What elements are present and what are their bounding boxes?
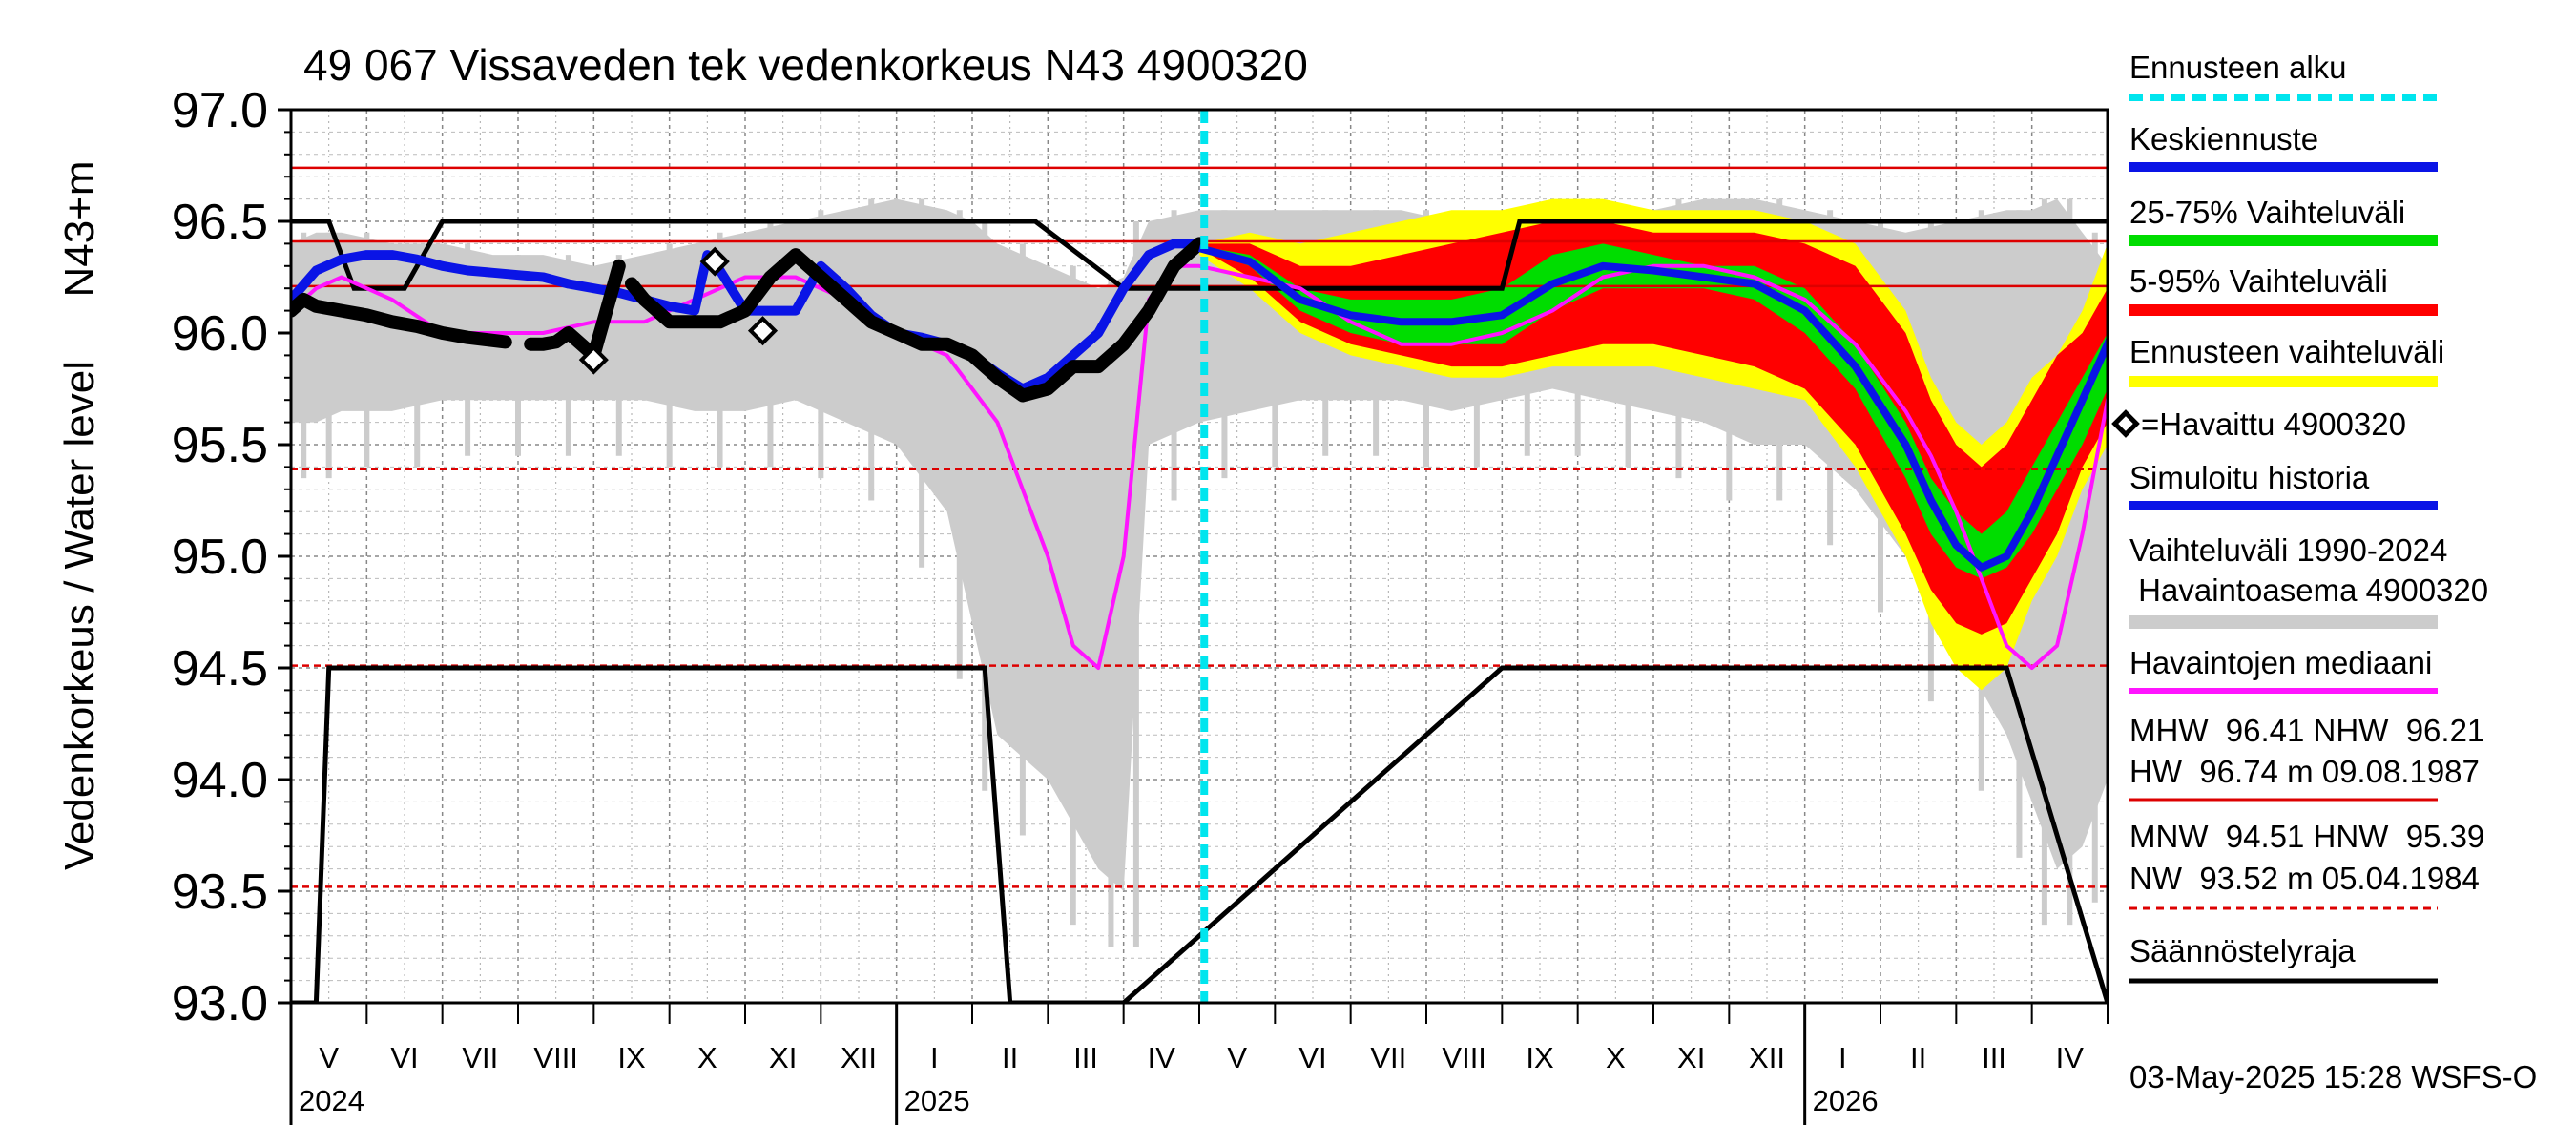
year-label: 2026 xyxy=(1813,1084,1879,1117)
month-label: XII xyxy=(841,1041,877,1074)
regulation-limit-upper xyxy=(291,219,2108,291)
month-label: I xyxy=(930,1041,939,1074)
legend-swatch-observed-marker xyxy=(2111,409,2140,438)
month-label: II xyxy=(1002,1041,1018,1074)
footer-timestamp: 03-May-2025 15:28 WSFS-O xyxy=(2129,1059,2537,1094)
legend-stats-low: MNW 94.51 HNW 95.39 NW 93.52 m 05.04.198… xyxy=(2129,819,2484,910)
y-tick-label: 95.0 xyxy=(172,530,268,585)
y-axis-unit: N43+m xyxy=(56,160,103,297)
legend-label-regulation: Säännöstelyraja xyxy=(2129,933,2356,968)
observed-marker xyxy=(747,316,779,346)
year-label: 2025 xyxy=(904,1084,970,1117)
month-label: IV xyxy=(2056,1041,2085,1074)
month-label: III xyxy=(1982,1041,2006,1074)
month-label: XI xyxy=(1677,1041,1705,1074)
simulated-history-line xyxy=(291,239,1199,394)
month-label: VII xyxy=(462,1041,498,1074)
history-range-band xyxy=(291,198,2108,891)
month-label: VI xyxy=(390,1041,418,1074)
legend-stats-high: MHW 96.41 NHW 96.21 HW 96.74 m 09.08.198… xyxy=(2129,713,2484,802)
y-tick-label: 93.5 xyxy=(172,864,268,920)
month-label: VI xyxy=(1298,1041,1326,1074)
median-line xyxy=(291,263,2108,670)
legend-entry-p5-95: 5-95% Vaihteluväli xyxy=(2129,263,2438,316)
plot-area xyxy=(291,110,2108,1003)
observed-line xyxy=(524,259,626,363)
month-label: V xyxy=(319,1041,339,1074)
legend-entry-mean-forecast: Keskiennuste xyxy=(2129,121,2438,172)
y-tick-label: 94.5 xyxy=(172,641,268,697)
y-tick-label: 97.0 xyxy=(172,83,268,138)
legend-label-iqr: 25-75% Vaihteluväli xyxy=(2129,195,2405,230)
month-label: XII xyxy=(1749,1041,1785,1074)
legend-entry-forecast-start: Ennusteen alku xyxy=(2129,50,2438,101)
month-label: X xyxy=(697,1041,717,1074)
legend-label-history-range: Vaihteluväli 1990-2024 xyxy=(2129,532,2447,568)
legend-label-p5-95: 5-95% Vaihteluväli xyxy=(2129,263,2388,299)
y-tick-label: 93.0 xyxy=(172,976,268,1031)
legend-entry-iqr: 25-75% Vaihteluväli xyxy=(2129,195,2438,246)
month-label: VII xyxy=(1370,1041,1406,1074)
legend-entry-history-range: Vaihteluväli 1990-2024 Havaintoasema 490… xyxy=(2129,532,2488,629)
legend-label-simulated: Simuloitu historia xyxy=(2129,460,2370,495)
y-tick-label: 96.0 xyxy=(172,306,268,362)
legend-entry-forecast-range: Ennusteen vaihteluväli xyxy=(2129,334,2444,387)
month-label: X xyxy=(1606,1041,1626,1074)
stats-low-line1: MNW 94.51 HNW 95.39 xyxy=(2129,819,2484,854)
observed-line xyxy=(291,292,512,349)
y-tick-label: 94.0 xyxy=(172,753,268,808)
observed-marker xyxy=(578,344,609,375)
legend-label-forecast-range: Ennusteen vaihteluväli xyxy=(2129,334,2444,369)
month-label: XI xyxy=(769,1041,797,1074)
legend-label-median: Havaintojen mediaani xyxy=(2129,645,2432,680)
y-axis-title: Vedenkorkeus / Water level xyxy=(56,361,103,870)
month-label: IV xyxy=(1148,1041,1176,1074)
chart-title: 49 067 Vissaveden tek vedenkorkeus N43 4… xyxy=(303,40,1308,90)
stats-low-line2: NW 93.52 m 05.04.1984 xyxy=(2129,861,2480,896)
year-label: 2024 xyxy=(299,1084,364,1117)
month-label: II xyxy=(1910,1041,1926,1074)
month-label: VIII xyxy=(533,1041,578,1074)
legend-label-observed: =Havaittu 4900320 xyxy=(2141,406,2406,442)
legend-entry-observed: =Havaittu 4900320 xyxy=(2111,406,2406,442)
legend-label-forecast-start: Ennusteen alku xyxy=(2129,50,2347,85)
y-tick-label: 96.5 xyxy=(172,195,268,250)
legend-entry-regulation: Säännöstelyraja xyxy=(2129,933,2438,984)
observed-marker xyxy=(699,246,730,277)
iqr-band xyxy=(1199,243,2108,579)
y-tick-label: 95.5 xyxy=(172,418,268,473)
legend-label-mean-forecast: Keskiennuste xyxy=(2129,121,2318,156)
observed-line xyxy=(625,237,1206,403)
stats-high-line2: HW 96.74 m 09.08.1987 xyxy=(2129,754,2480,789)
legend: Ennusteen alku Keskiennuste 25-75% Vaiht… xyxy=(2111,50,2488,984)
stats-high-line1: MHW 96.41 NHW 96.21 xyxy=(2129,713,2484,748)
month-label: IX xyxy=(1526,1041,1554,1074)
month-label: VIII xyxy=(1442,1041,1486,1074)
month-label: I xyxy=(1839,1041,1847,1074)
legend-entry-median: Havaintojen mediaani xyxy=(2129,645,2438,694)
regulation-limit-lower xyxy=(291,665,2108,1003)
legend-label-history-station: Havaintoasema 4900320 xyxy=(2129,572,2488,608)
month-label: V xyxy=(1227,1041,1247,1074)
legend-entry-simulated: Simuloitu historia xyxy=(2129,460,2438,510)
month-label: IX xyxy=(617,1041,646,1074)
mean-forecast-line xyxy=(1197,244,2108,572)
axes: 97.096.596.095.595.094.594.093.593.0V VI V… xyxy=(172,83,2109,1125)
month-label: III xyxy=(1073,1041,1098,1074)
